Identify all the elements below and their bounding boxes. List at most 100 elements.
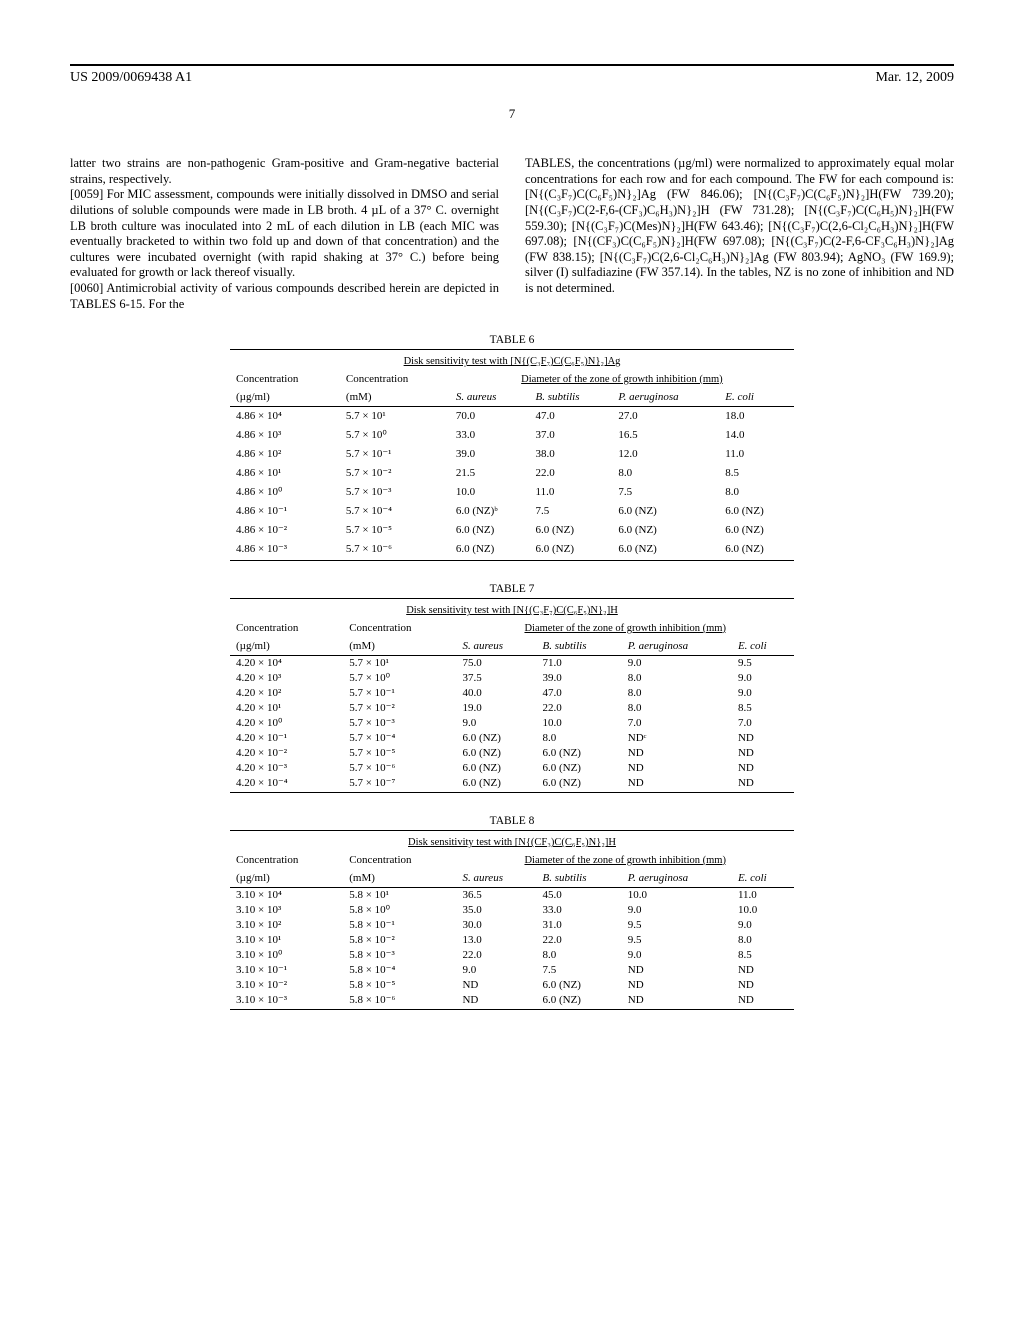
table-cell: 40.0 — [456, 685, 536, 700]
table-cell: 3.10 × 10² — [230, 917, 343, 932]
table-cell: 8.0 — [622, 670, 732, 685]
table-cell: 6.0 (NZ) — [530, 539, 613, 558]
table-cell: 9.5 — [622, 932, 732, 947]
table-cell: 11.0 — [732, 888, 794, 903]
table-cell: 6.0 (NZ) — [612, 501, 719, 520]
table-row: 4.20 × 10⁻⁴5.7 × 10⁻⁷6.0 (NZ)6.0 (NZ)NDN… — [230, 775, 794, 790]
table-cell: 4.20 × 10² — [230, 685, 343, 700]
unit-header: (mM) — [343, 869, 456, 888]
table-row: 3.10 × 10³5.8 × 10⁰35.033.09.010.0 — [230, 902, 794, 917]
table-cell: 9.0 — [456, 962, 536, 977]
table-cell: 3.10 × 10³ — [230, 902, 343, 917]
table-row: 4.20 × 10⁻¹5.7 × 10⁻⁴6.0 (NZ)8.0NDᶜND — [230, 730, 794, 745]
table-cell: ND — [622, 745, 732, 760]
table-cell: 45.0 — [536, 888, 621, 903]
table-cell: ND — [732, 745, 794, 760]
table-cell: 10.0 — [622, 888, 732, 903]
table-cell: 5.7 × 10⁻¹ — [343, 685, 456, 700]
tables-container: TABLE 6 Disk sensitivity test with [N{(C₃… — [70, 334, 954, 1010]
table-cell: 5.7 × 10⁻⁵ — [343, 745, 456, 760]
table-cell: 4.20 × 10¹ — [230, 700, 343, 715]
table-cell: 12.0 — [612, 444, 719, 463]
table-cell: ND — [622, 760, 732, 775]
table-cell: 30.0 — [456, 917, 536, 932]
col-header: Concentration — [230, 619, 343, 637]
table-row: 4.20 × 10²5.7 × 10⁻¹40.047.08.09.0 — [230, 685, 794, 700]
table-cell: ND — [732, 977, 794, 992]
table-cell: ND — [732, 730, 794, 745]
table-cell: 5.8 × 10⁻¹ — [343, 917, 456, 932]
table-cell: 7.5 — [530, 501, 613, 520]
table-cell: 5.8 × 10⁻⁶ — [343, 992, 456, 1007]
table-cell: 5.7 × 10⁻⁴ — [343, 730, 456, 745]
table-cell: 9.0 — [456, 715, 536, 730]
table-cell: 5.7 × 10⁻¹ — [340, 444, 450, 463]
table-row: 3.10 × 10⁰5.8 × 10⁻³22.08.09.08.5 — [230, 947, 794, 962]
table-caption: Disk sensitivity test with [N{(CF₃)C(C₆F… — [230, 833, 794, 851]
table-cell: 8.0 — [622, 685, 732, 700]
table-cell: ND — [622, 962, 732, 977]
table-cell: 9.0 — [732, 917, 794, 932]
table-cell: 6.0 (NZ) — [530, 520, 613, 539]
table-row: 3.10 × 10²5.8 × 10⁻¹30.031.09.59.0 — [230, 917, 794, 932]
para-text: Antimicrobial activity of various compou… — [70, 281, 499, 311]
table-cell: 6.0 (NZ) — [536, 775, 621, 790]
table-cell: 5.8 × 10⁻⁵ — [343, 977, 456, 992]
table-cell: 5.7 × 10⁻⁵ — [340, 520, 450, 539]
para-text: latter two strains are non-pathogenic Gr… — [70, 156, 499, 186]
table-cell: NDᶜ — [622, 730, 732, 745]
table-label: TABLE 8 — [230, 815, 794, 827]
table-cell: 38.0 — [530, 444, 613, 463]
table-cell: 3.10 × 10⁻¹ — [230, 962, 343, 977]
table-cell: 5.7 × 10⁻³ — [340, 482, 450, 501]
table-row: 3.10 × 10⁻¹5.8 × 10⁻⁴9.07.5NDND — [230, 962, 794, 977]
species-header: E. coli — [719, 388, 794, 407]
table-row: 4.20 × 10⁰5.7 × 10⁻³9.010.07.07.0 — [230, 715, 794, 730]
table-cell: 21.5 — [450, 463, 530, 482]
table-row: 4.86 × 10²5.7 × 10⁻¹39.038.012.011.0 — [230, 444, 794, 463]
table-label: TABLE 7 — [230, 583, 794, 595]
table-cell: 8.0 — [732, 932, 794, 947]
table-cell: 4.86 × 10⁻¹ — [230, 501, 340, 520]
table-cell: 3.10 × 10¹ — [230, 932, 343, 947]
unit-header: (mM) — [340, 388, 450, 407]
col-header: Concentration — [340, 370, 450, 388]
table-row: 4.20 × 10⁻²5.7 × 10⁻⁵6.0 (NZ)6.0 (NZ)NDN… — [230, 745, 794, 760]
page-header: US 2009/0069438 A1 Mar. 12, 2009 — [70, 64, 954, 86]
table-cell: 6.0 (NZ) — [719, 520, 794, 539]
table-cell: 9.0 — [732, 670, 794, 685]
table-cell: 6.0 (NZ) — [456, 730, 536, 745]
table-cell: 33.0 — [450, 425, 530, 444]
table-row: 4.86 × 10³5.7 × 10⁰33.037.016.514.0 — [230, 425, 794, 444]
data-table: Disk sensitivity test with [N{(C₃F₇)C(C₆… — [230, 598, 794, 793]
table-label: TABLE 6 — [230, 334, 794, 346]
species-header: S. aureus — [456, 869, 536, 888]
table-cell: 35.0 — [456, 902, 536, 917]
table-cell: 22.0 — [530, 463, 613, 482]
table-cell: 5.7 × 10¹ — [343, 656, 456, 671]
species-header: P. aeruginosa — [612, 388, 719, 407]
table-cell: 4.20 × 10⁻¹ — [230, 730, 343, 745]
table-cell: 37.0 — [530, 425, 613, 444]
table-cell: 4.20 × 10³ — [230, 670, 343, 685]
col-header: Concentration — [343, 619, 456, 637]
para-number: [0059] — [70, 187, 103, 201]
species-header: S. aureus — [456, 637, 536, 656]
table-row: 3.10 × 10¹5.8 × 10⁻²13.022.09.58.0 — [230, 932, 794, 947]
table-cell: 13.0 — [456, 932, 536, 947]
table-cell: ND — [456, 977, 536, 992]
table-cell: 5.7 × 10⁻² — [340, 463, 450, 482]
col-header: Concentration — [343, 851, 456, 869]
table-cell: 4.86 × 10⁴ — [230, 407, 340, 426]
data-table: Disk sensitivity test with [N{(C₃F₇)C(C₆… — [230, 349, 794, 561]
table-cell: 14.0 — [719, 425, 794, 444]
table-cell: 22.0 — [536, 932, 621, 947]
table-cell: 9.0 — [622, 902, 732, 917]
table-cell: 31.0 — [536, 917, 621, 932]
table-cell: 9.5 — [732, 656, 794, 671]
table-row: 4.20 × 10⁴5.7 × 10¹75.071.09.09.5 — [230, 656, 794, 671]
table-cell: 5.7 × 10⁰ — [343, 670, 456, 685]
table-caption: Disk sensitivity test with [N{(C₃F₇)C(C₆… — [230, 352, 794, 370]
table-cell: 9.0 — [622, 656, 732, 671]
table-cell: 5.7 × 10¹ — [340, 407, 450, 426]
